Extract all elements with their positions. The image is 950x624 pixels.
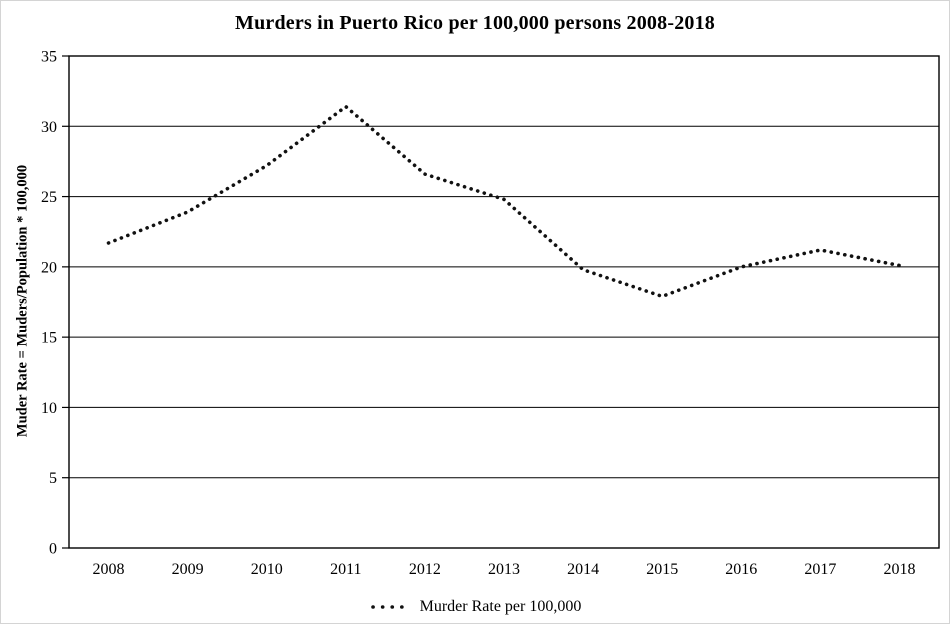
x-tick-label: 2018 (884, 561, 916, 578)
plot-frame (68, 55, 940, 549)
murder-rate-line (106, 104, 902, 299)
y-tick-label: 10 (41, 400, 57, 417)
x-tick-label: 2008 (93, 561, 125, 578)
x-tick-label: 2009 (172, 561, 204, 578)
y-tick-label: 15 (41, 330, 57, 347)
legend-dotted-line-icon (369, 602, 411, 612)
y-tick-label: 25 (41, 189, 57, 206)
x-tick-label: 2011 (330, 561, 361, 578)
x-tick-label: 2017 (804, 561, 836, 578)
y-tick-label: 5 (49, 470, 57, 487)
y-tick-label: 20 (41, 259, 57, 276)
x-tick-label: 2013 (488, 561, 520, 578)
x-tick-label: 2016 (725, 561, 757, 578)
y-tick-label: 30 (41, 119, 57, 136)
x-tick-label: 2015 (646, 561, 678, 578)
x-tick-label: 2012 (409, 561, 441, 578)
y-tick-label: 35 (41, 49, 57, 66)
chart-title: Murders in Puerto Rico per 100,000 perso… (235, 12, 715, 34)
legend-series-label: Murder Rate per 100,000 (419, 598, 582, 615)
x-tick-label: 2014 (567, 561, 599, 578)
x-tick-label: 2010 (251, 561, 283, 578)
chart-legend: Murder Rate per 100,000 (1, 598, 949, 616)
y-tick-label: 0 (49, 541, 57, 558)
